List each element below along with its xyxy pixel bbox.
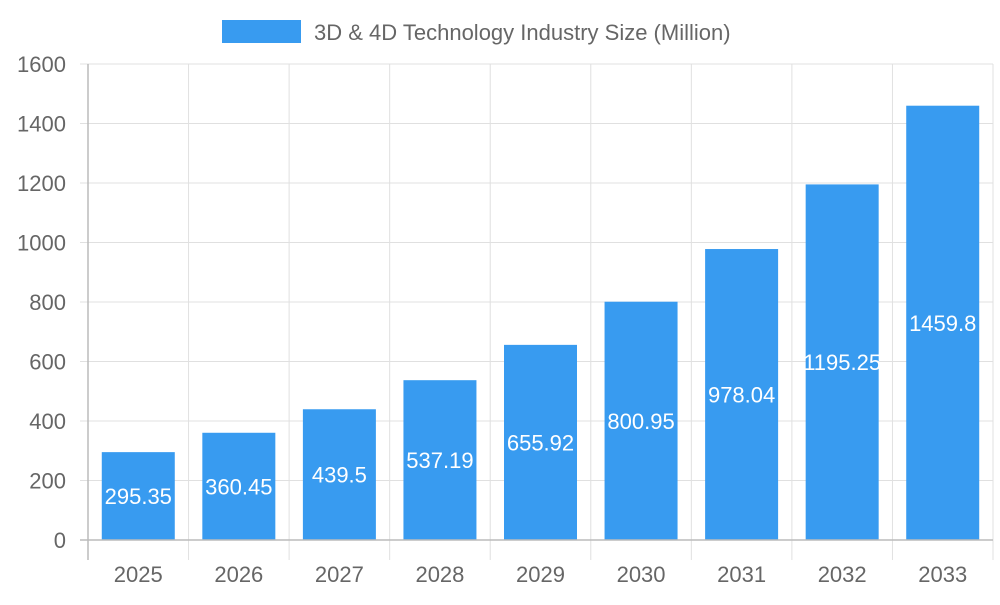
data-label: 800.95 (607, 409, 674, 434)
legend-swatch (222, 20, 301, 43)
axes: 0 200 400 600 800 1000 1200 1400 1600 2025 2026 202… (17, 52, 993, 587)
x-tick-label: 2025 (114, 562, 163, 587)
data-label: 360.45 (205, 474, 272, 499)
x-tick-label: 2027 (315, 562, 364, 587)
data-label: 537.19 (406, 448, 473, 473)
y-tick-label: 1600 (17, 52, 66, 77)
y-tick-label: 200 (29, 469, 66, 494)
data-label: 439.5 (312, 463, 367, 488)
legend-label: 3D & 4D Technology Industry Size (Millio… (314, 20, 731, 45)
grid (80, 63, 994, 560)
data-label: 1195.25 (803, 350, 881, 375)
y-tick-label: 0 (54, 528, 66, 553)
x-tick-label: 2031 (717, 562, 766, 587)
bar (604, 301, 678, 540)
bars: 295.35 360.45 439.5 537.19 655.92 800.95 978.0… (101, 105, 980, 541)
y-tick-label: 1400 (17, 112, 66, 137)
bar (101, 452, 175, 540)
x-tick-label: 2029 (516, 562, 565, 587)
x-tick-label: 2032 (818, 562, 867, 587)
bar (403, 380, 477, 540)
x-tick-label: 2028 (415, 562, 464, 587)
bar (906, 105, 980, 540)
x-tick-label: 2033 (918, 562, 967, 587)
y-tick-label: 400 (29, 409, 66, 434)
data-label: 655.92 (507, 430, 574, 455)
bar (302, 409, 376, 540)
x-tick-label: 2030 (617, 562, 666, 587)
data-label: 1459.8 (909, 311, 976, 336)
bar (805, 184, 879, 540)
y-tick-label: 1200 (17, 171, 66, 196)
legend[interactable]: 3D & 4D Technology Industry Size (Millio… (222, 20, 731, 45)
x-tick-label: 2026 (214, 562, 263, 587)
y-tick-label: 800 (29, 290, 66, 315)
bar (202, 432, 276, 540)
y-tick-label: 1000 (17, 231, 66, 256)
bar (504, 344, 577, 540)
bar (705, 249, 779, 541)
data-label: 978.04 (708, 383, 775, 408)
data-label: 295.35 (105, 484, 172, 509)
y-tick-label: 600 (29, 350, 66, 375)
